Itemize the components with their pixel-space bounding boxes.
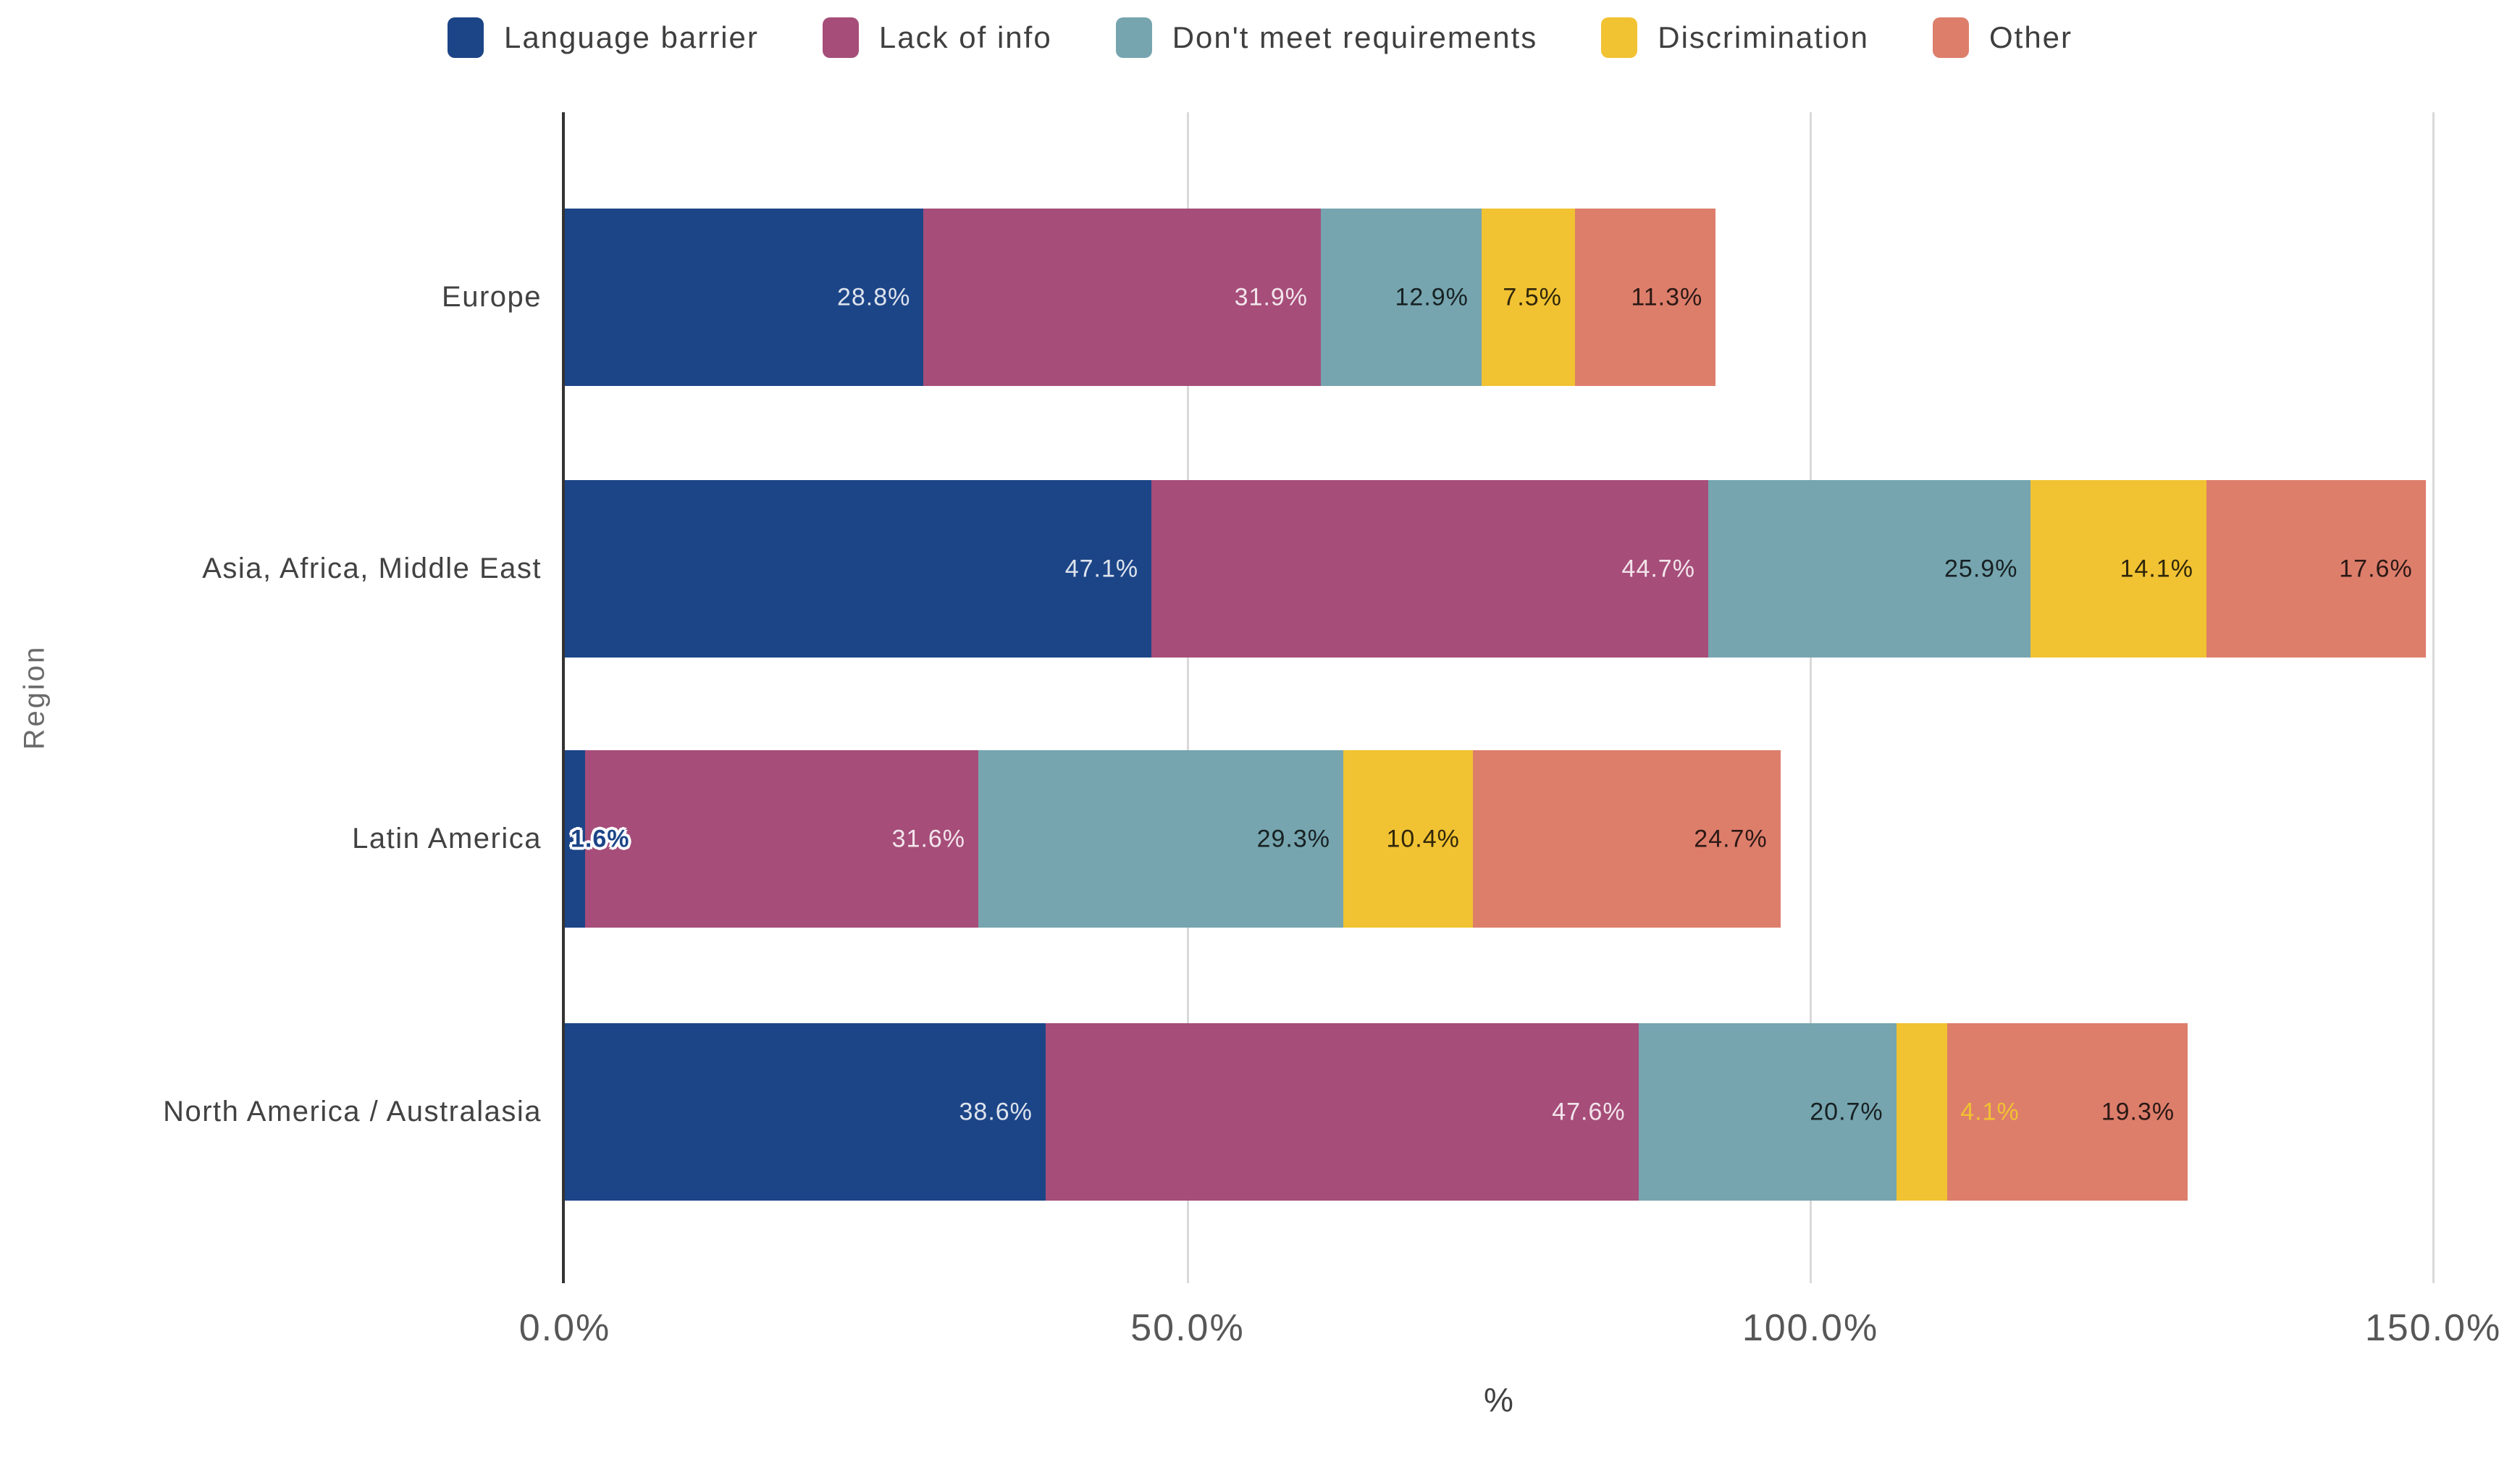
bar-segment-don-t-meet-requirements: 29.3% [978,750,1343,928]
bar-value-label: 12.9% [1395,283,1469,311]
bar-value-label: 28.8% [836,283,911,311]
category-label-europe: Europe [442,281,542,313]
bar-segment-language-barrier: 38.6% [565,1023,1046,1201]
legend-swatch-icon [447,17,484,58]
bar-value-label: 17.6% [2339,555,2413,582]
bar-segment-language-barrier [565,750,585,928]
bar-value-label: 10.4% [1386,825,1460,852]
bar-value-label: 19.3% [2101,1098,2175,1125]
legend-swatch-icon [1601,17,1638,58]
legend-item-label: Don't meet requirements [1172,20,1538,54]
bar-value-label: 38.6% [959,1098,1033,1125]
bar-value-label: 29.3% [1256,825,1330,852]
bar-segment-don-t-meet-requirements: 12.9% [1321,209,1482,386]
plot-area: 28.8% 31.9% 12.9% 7.5% 11.3% 47.1% 44.7% 25.9% 1… [562,112,2435,1283]
bar-value-label: 4.1% [1960,1098,2020,1125]
bar-row-north-america-australasia: 38.6% 47.6% 20.7% 4.1% 19.3% [565,1023,2433,1201]
gridline [2432,112,2435,1283]
legend-swatch-icon [1932,17,1969,58]
bar-value-label: 24.7% [1694,825,1768,852]
bar-row-latin-america: 1.6% 31.6% 29.3% 10.4% 24.7% [565,750,2433,928]
bar-value-label: 7.5% [1503,283,1562,311]
bar-value-label: 31.6% [891,825,966,852]
legend-item-discrimination: Discrimination [1601,17,1869,58]
bar-value-label: 47.1% [1064,555,1139,582]
bar-value-label: 1.6% [571,825,630,852]
bar-segment-other: 11.3% [1574,209,1716,386]
bar-value-label: 47.6% [1552,1098,1626,1125]
x-axis-tick-label: 0.0% [518,1307,611,1349]
bar-value-label: 11.3% [1631,283,1703,311]
y-axis-line [562,112,565,1283]
bar-segment-don-t-meet-requirements: 20.7% [1638,1023,1897,1201]
x-axis-tick-label: 150.0% [2364,1307,2502,1349]
bar-segment-language-barrier: 28.8% [565,209,924,386]
bar-segment-other: 24.7% [1472,750,1781,928]
x-axis-title: % [1484,1381,1514,1419]
legend-item-label: Lack of info [878,20,1052,54]
bar-segment-discrimination: 10.4% [1343,750,1473,928]
legend-item-label: Language barrier [503,20,759,54]
category-label-latin-america: Latin America [352,823,542,854]
legend-item-other: Other [1932,17,2073,58]
bar-value-label: 25.9% [1944,555,2018,582]
category-label-north-america-australasia: North America / Australasia [163,1096,542,1127]
x-axis-tick-label: 50.0% [1130,1307,1245,1349]
bar-segment-lack-of-info: 31.9% [923,209,1322,386]
legend: Language barrier Lack of info Don't meet r… [0,10,2520,65]
bar-segment-discrimination: 14.1% [2030,480,2206,658]
legend-item-label: Discrimination [1658,20,1869,54]
legend-item-don-t-meet-requirements: Don't meet requirements [1115,17,1538,58]
bar-segment-lack-of-info: 47.6% [1045,1023,1639,1201]
bar-value-label: 20.7% [1810,1098,1883,1125]
bar-row-asia-africa-middle-east: 47.1% 44.7% 25.9% 14.1% 17.6% [565,480,2433,658]
bar-value-label: 31.9% [1234,283,1309,311]
gridline [1186,112,1189,1283]
category-label-asia-africa-middle-east: Asia, Africa, Middle East [202,553,542,584]
bar-value-label: 14.1% [2120,555,2193,582]
legend-item-lack-of-info: Lack of info [822,17,1052,58]
x-axis-tick-label: 100.0% [1742,1307,1879,1349]
legend-swatch-icon [822,17,859,58]
bar-segment-don-t-meet-requirements: 25.9% [1708,480,2031,658]
bar-segment-discrimination [1896,1023,1948,1201]
bar-segment-language-barrier: 47.1% [565,480,1152,658]
bar-row-europe: 28.8% 31.9% 12.9% 7.5% 11.3% [565,209,2433,386]
bar-segment-lack-of-info: 44.7% [1151,480,1708,658]
legend-item-label: Other [1988,20,2073,54]
bar-segment-discrimination: 7.5% [1481,209,1575,386]
legend-swatch-icon [1115,17,1152,58]
bar-value-label: 44.7% [1621,555,1695,582]
bar-segment-other: 19.3% [1947,1023,2188,1201]
bar-segment-other: 17.6% [2206,480,2426,658]
bar-segment-lack-of-info: 31.6% [584,750,979,928]
gridline [1809,112,1812,1283]
legend-item-language-barrier: Language barrier [447,17,759,58]
